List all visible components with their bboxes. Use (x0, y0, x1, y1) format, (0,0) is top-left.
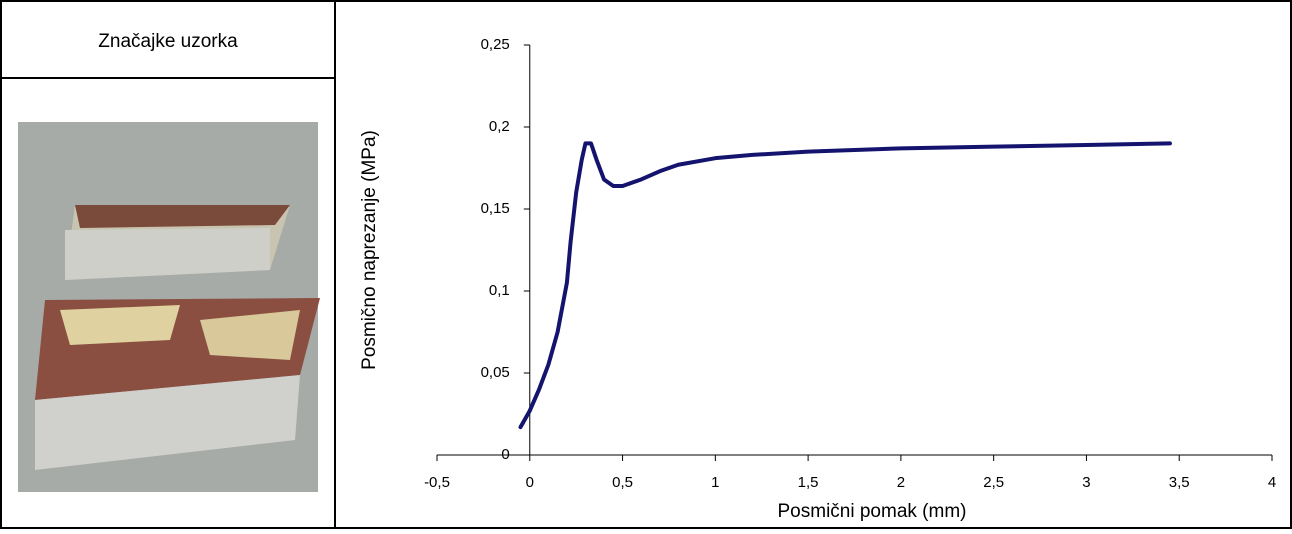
x-tick-label: 3,5 (1169, 474, 1190, 491)
x-tick-label: 3 (1082, 474, 1090, 491)
x-tick-label: 1 (711, 474, 719, 491)
y-tick-label: 0,1 (489, 282, 510, 299)
y-axis-title: Posmično naprezanje (MPa) (359, 130, 380, 370)
header-cell: Značajke uzorka (98, 31, 238, 52)
x-tick-label: 0,5 (612, 474, 633, 491)
y-tick-label: 0,15 (481, 200, 510, 217)
x-tick-label: -0,5 (424, 474, 450, 491)
x-tick-label: 1,5 (798, 474, 819, 491)
x-tick-label: 2 (897, 474, 905, 491)
x-tick-label: 4 (1268, 474, 1276, 491)
data-line (518, 141, 1172, 430)
x-tick-label: 0 (526, 474, 534, 491)
sample-photo (18, 122, 320, 492)
x-tick-label: 2,5 (983, 474, 1004, 491)
x-axis-title: Posmični pomak (mm) (778, 501, 967, 522)
y-tick-label: 0,2 (489, 118, 510, 135)
y-tick-label: 0 (501, 446, 509, 463)
y-tick-label: 0,25 (481, 36, 510, 53)
y-tick-label: 0,05 (481, 364, 510, 381)
